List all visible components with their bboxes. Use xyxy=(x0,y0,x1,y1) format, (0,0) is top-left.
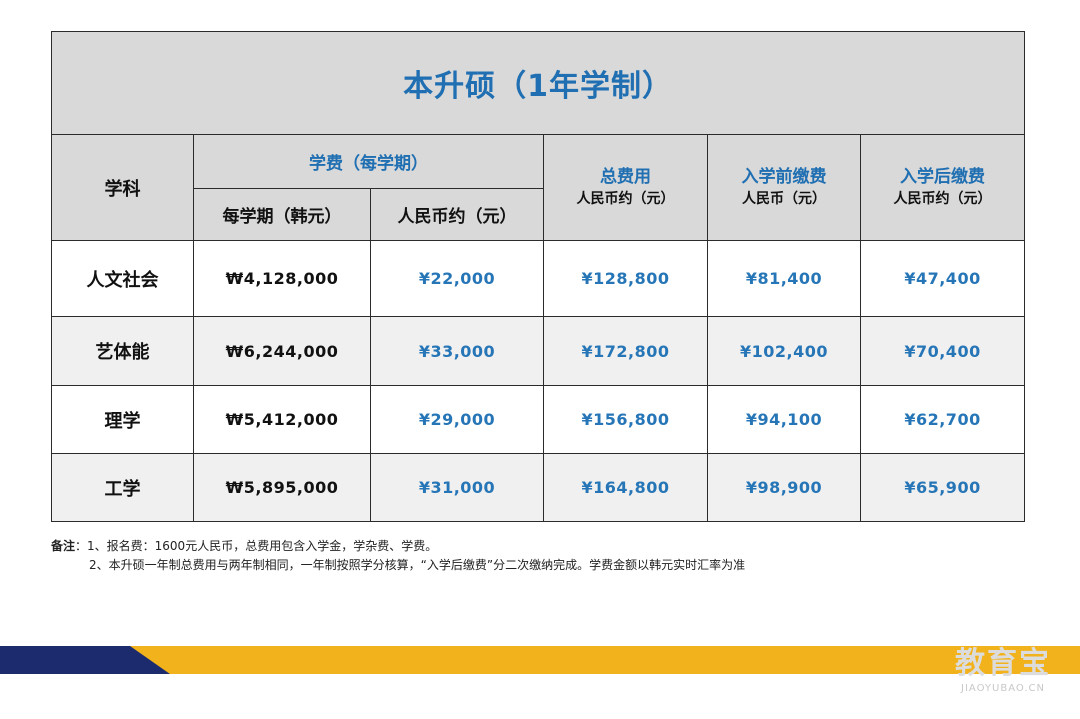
header-pre-main: 入学前缴费 xyxy=(741,166,827,187)
row-krw: ₩6,244,000 xyxy=(193,316,371,386)
cny-value: ¥33,000 xyxy=(418,341,496,361)
table-row: 艺体能 ₩6,244,000 ¥33,000 ¥172,800 ¥102,400… xyxy=(51,316,1026,386)
pre-value: ¥102,400 xyxy=(739,341,828,361)
row-pre: ¥102,400 xyxy=(707,316,861,386)
post-value: ¥47,400 xyxy=(904,269,981,288)
row-cny: ¥22,000 xyxy=(370,240,544,317)
krw-value: ₩4,128,000 xyxy=(225,269,339,288)
krw-value: ₩5,895,000 xyxy=(225,478,339,497)
row-total: ¥156,800 xyxy=(543,385,708,454)
row-pre: ¥98,900 xyxy=(707,453,861,522)
pre-value: ¥98,900 xyxy=(745,478,823,497)
fee-table: 本升硕（1年学制） 学科 学费（每学期） 总费用 人民币约（元） 入学前缴费 人… xyxy=(50,31,1026,522)
table-row: 工学 ₩5,895,000 ¥31,000 ¥164,800 ¥98,900 ¥… xyxy=(51,453,1026,522)
header-pre-sub: 人民币（元） xyxy=(742,190,826,207)
subject-label: 工学 xyxy=(104,478,141,500)
table-row: 人文社会 ₩4,128,000 ¥22,000 ¥128,800 ¥81,400… xyxy=(51,240,1026,317)
krw-value: ₩6,244,000 xyxy=(225,341,339,361)
cny-value: ¥31,000 xyxy=(418,478,496,497)
row-post: ¥65,900 xyxy=(859,453,1026,522)
header-krw-label: 每学期（韩元） xyxy=(222,207,342,227)
subject-label: 人文社会 xyxy=(86,269,159,291)
krw-value: ₩5,412,000 xyxy=(225,410,339,429)
header-per-semester-krw: 每学期（韩元） xyxy=(193,188,371,241)
header-pre-payment: 入学前缴费 人民币（元） xyxy=(707,134,861,241)
header-cny-label: 人民币约（元） xyxy=(397,207,517,227)
row-post: ¥62,700 xyxy=(859,385,1026,454)
header-subject: 学科 xyxy=(51,134,194,241)
watermark-sub: JIAOYUBAO.CN xyxy=(961,683,1045,694)
notes: 备注：1、报名费：1600元人民币，总费用包含入学金，学杂费、学费。 2、本升硕… xyxy=(51,537,1031,575)
notes-label: 备注 xyxy=(51,539,76,553)
footer-band-gold xyxy=(0,646,1080,674)
total-value: ¥128,800 xyxy=(581,269,670,288)
header-total-sub: 人民币约（元） xyxy=(576,190,675,207)
row-post: ¥70,400 xyxy=(859,316,1026,386)
notes-line-2: 2、本升硕一年制总费用与两年制相同，一年制按照学分核算，“入学后缴费”分二次缴纳… xyxy=(89,558,746,572)
header-tuition-group-label: 学费（每学期） xyxy=(309,154,428,174)
header-post-sub: 人民币约（元） xyxy=(893,190,992,207)
total-value: ¥172,800 xyxy=(581,341,670,361)
row-krw: ₩5,412,000 xyxy=(193,385,371,454)
row-subject: 人文社会 xyxy=(51,240,194,317)
pre-value: ¥94,100 xyxy=(745,410,823,429)
header-post-payment: 入学后缴费 人民币约（元） xyxy=(859,134,1026,241)
total-value: ¥164,800 xyxy=(581,478,670,497)
row-total: ¥172,800 xyxy=(543,316,708,386)
total-value: ¥156,800 xyxy=(581,410,670,429)
cny-value: ¥29,000 xyxy=(418,410,496,429)
row-pre: ¥94,100 xyxy=(707,385,861,454)
header-total: 总费用 人民币约（元） xyxy=(543,134,708,241)
row-subject: 理学 xyxy=(51,385,194,454)
table-row: 理学 ₩5,412,000 ¥29,000 ¥156,800 ¥94,100 ¥… xyxy=(51,385,1026,454)
row-krw: ₩5,895,000 xyxy=(193,453,371,522)
post-value: ¥62,700 xyxy=(904,410,981,429)
row-total: ¥128,800 xyxy=(543,240,708,317)
subject-label: 理学 xyxy=(104,410,141,432)
notes-line-1-text: ：1、报名费：1600元人民币，总费用包含入学金，学杂费、学费。 xyxy=(75,539,438,553)
post-value: ¥65,900 xyxy=(904,478,981,497)
notes-line-1: 备注：1、报名费：1600元人民币，总费用包含入学金，学杂费、学费。 xyxy=(51,537,1031,556)
cny-value: ¥22,000 xyxy=(418,269,496,288)
watermark-logo: 教育宝 JIAOYUBAO.CN xyxy=(948,646,1058,706)
header-total-main: 总费用 xyxy=(600,166,651,187)
row-post: ¥47,400 xyxy=(859,240,1026,317)
header-post-main: 入学后缴费 xyxy=(900,166,986,187)
header-subject-label: 学科 xyxy=(104,178,141,200)
watermark-text: 教育宝 xyxy=(955,646,1051,681)
row-subject: 工学 xyxy=(51,453,194,522)
row-cny: ¥31,000 xyxy=(370,453,544,522)
row-total: ¥164,800 xyxy=(543,453,708,522)
table-title: 本升硕（1年学制） xyxy=(50,31,1026,135)
row-krw: ₩4,128,000 xyxy=(193,240,371,317)
header-approx-cny: 人民币约（元） xyxy=(370,188,544,241)
header-tuition-group: 学费（每学期） xyxy=(193,134,544,189)
row-pre: ¥81,400 xyxy=(707,240,861,317)
row-cny: ¥29,000 xyxy=(370,385,544,454)
pre-value: ¥81,400 xyxy=(745,269,823,288)
post-value: ¥70,400 xyxy=(904,341,981,361)
row-cny: ¥33,000 xyxy=(370,316,544,386)
row-subject: 艺体能 xyxy=(51,316,194,386)
subject-label: 艺体能 xyxy=(95,342,150,363)
